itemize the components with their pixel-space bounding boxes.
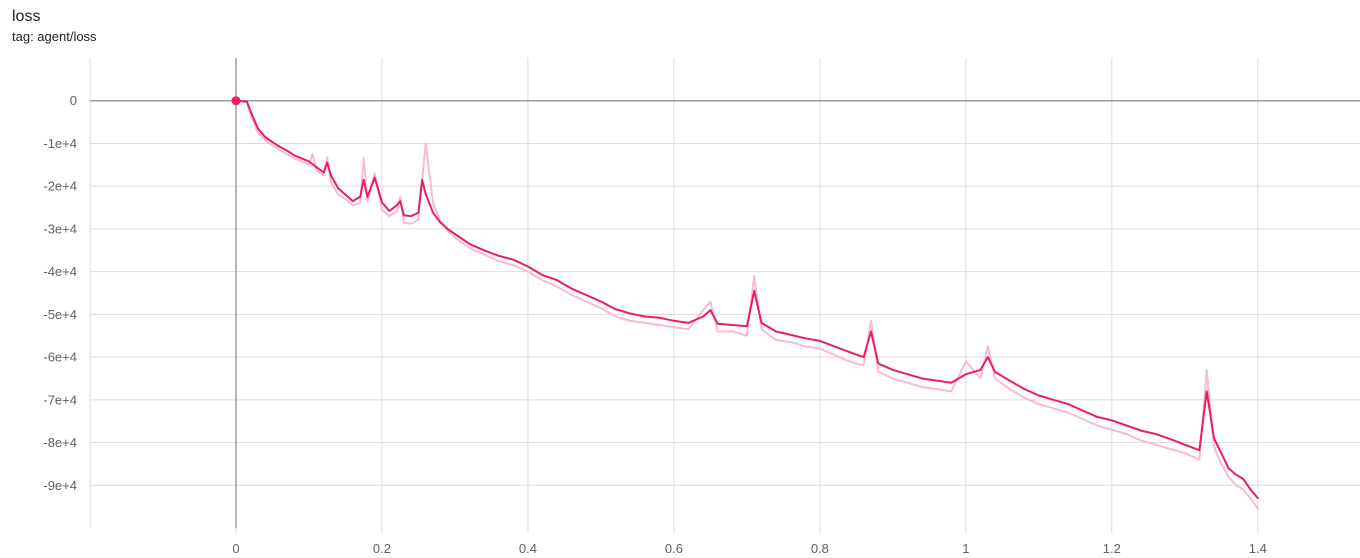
y-tick-label: -9e+4 bbox=[43, 478, 77, 493]
y-tick-label: -8e+4 bbox=[43, 435, 77, 450]
y-tick-label: -2e+4 bbox=[43, 179, 77, 194]
chart-subtitle: tag: agent/loss bbox=[12, 29, 97, 44]
x-tick-label: 1 bbox=[962, 541, 969, 556]
x-tick-label: 0.2 bbox=[373, 541, 391, 556]
raw-series-line bbox=[235, 99, 1259, 510]
x-tick-label: 0.6 bbox=[665, 541, 683, 556]
y-tick-label: -6e+4 bbox=[43, 350, 77, 365]
x-tick-label: 0.8 bbox=[811, 541, 829, 556]
x-tick-label: 0 bbox=[232, 541, 239, 556]
y-tick-label: -5e+4 bbox=[43, 307, 77, 322]
y-tick-label: -4e+4 bbox=[43, 264, 77, 279]
y-tick-label: -3e+4 bbox=[43, 221, 77, 236]
y-tick-label: -7e+4 bbox=[43, 392, 77, 407]
y-tick-label: 0 bbox=[70, 93, 77, 108]
start-point-marker bbox=[231, 96, 241, 106]
chart-title: loss bbox=[12, 8, 41, 25]
series-layer bbox=[231, 96, 1259, 510]
y-tick-label: -1e+4 bbox=[43, 136, 77, 151]
x-tick-label: 0.4 bbox=[519, 541, 537, 556]
tick-labels: 0 0.2 0.4 0.6 0.8 1 1.2 1.4 0 -1e+4 -2e+4 -3e+4 -4e+… bbox=[43, 93, 1266, 556]
axes bbox=[89, 58, 1360, 528]
x-tick-label: 1.2 bbox=[1103, 541, 1121, 556]
x-tick-label: 1.4 bbox=[1249, 541, 1267, 556]
grid-lines bbox=[90, 58, 1360, 533]
smoothed-series-line bbox=[235, 99, 1259, 500]
